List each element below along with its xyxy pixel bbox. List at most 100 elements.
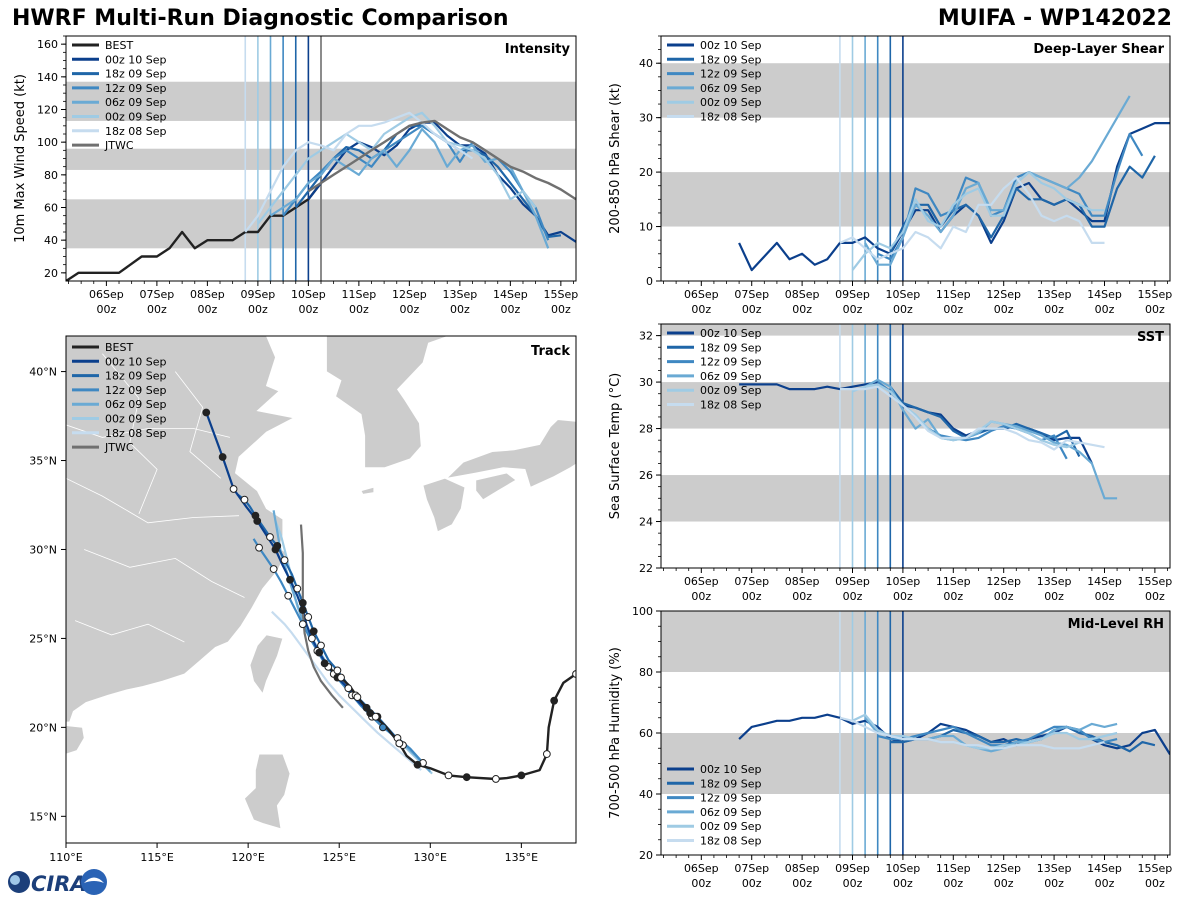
intensity-ytick-label: 100 xyxy=(37,136,58,149)
shear-xtick-label: 13Sep xyxy=(1037,288,1072,301)
shear-series-r00z10 xyxy=(738,121,1170,272)
intensity-xtick-label: 06Sep xyxy=(89,288,124,301)
track-point xyxy=(218,453,227,461)
track-xtick-label: 120°E xyxy=(231,851,264,864)
rh-legend-label: 18z 08 Sep xyxy=(700,835,762,848)
shear-ytick-label: 10 xyxy=(639,221,653,234)
intensity-xtick-label: 00z xyxy=(551,303,571,316)
shear-series-r18z08 xyxy=(839,176,1105,261)
track-point xyxy=(269,565,278,573)
sst-ytick-label: 26 xyxy=(639,469,653,482)
track-plot-area xyxy=(66,336,576,843)
intensity-xtick-label: 12Sep xyxy=(392,288,427,301)
sst-xtick-label: 11Sep xyxy=(936,575,971,588)
land-luzon xyxy=(244,753,291,830)
intensity-legend-label: 12z 09 Sep xyxy=(105,82,167,95)
rh-plot-area xyxy=(661,611,1170,855)
rh-ytick-label: 100 xyxy=(632,605,653,618)
shear-xtick-label: 07Sep xyxy=(734,288,769,301)
province-border xyxy=(102,353,158,515)
intensity-xtick-label: 00z xyxy=(97,303,117,316)
track-point xyxy=(395,739,404,748)
land-kyushu xyxy=(422,477,466,533)
track-point xyxy=(333,666,342,675)
track-xtick-label: 125°E xyxy=(322,851,355,864)
track-ytick-label: 25°N xyxy=(29,632,57,645)
intensity-panel-title: Intensity xyxy=(505,42,571,57)
intensity-xtick-label: 00z xyxy=(197,303,217,316)
sst-xtick-label: 00z xyxy=(1095,590,1115,603)
intensity-legend-label: 18z 09 Sep xyxy=(105,68,167,81)
rh-xtick-label: 00z xyxy=(994,877,1014,890)
sst-xtick-label: 12Sep xyxy=(986,575,1021,588)
intensity-legend-label: 18z 08 Sep xyxy=(105,125,167,138)
rh-ytick-label: 20 xyxy=(639,849,653,862)
rh-xtick-label: 00z xyxy=(792,877,812,890)
rh-ylabel: 700-500 hPa Humidity (%) xyxy=(608,647,623,819)
cira-logo: CIRA xyxy=(4,866,108,902)
land-jeju xyxy=(360,486,375,495)
sst-xtick-label: 00z xyxy=(1044,590,1064,603)
intensity-xtick-label: 07Sep xyxy=(140,288,175,301)
rh-legend-label: 06z 09 Sep xyxy=(700,806,762,819)
track-point xyxy=(315,648,324,657)
shear-series-r18z09 xyxy=(889,155,1156,255)
rh-xtick-label: 00z xyxy=(691,877,711,890)
province-border xyxy=(66,477,240,524)
intensity-series-r00z09 xyxy=(257,111,537,225)
shear-band xyxy=(661,63,1170,118)
track-point xyxy=(462,773,471,782)
intensity-xtick-label: 00z xyxy=(298,303,318,316)
sst-xtick-label: 10Sep xyxy=(886,575,921,588)
province-border xyxy=(84,549,245,598)
shear-xtick-label: 00z xyxy=(792,303,812,316)
sst-legend-label: 06z 09 Sep xyxy=(700,370,762,383)
track-ytick-label: 20°N xyxy=(29,721,57,734)
sst-legend-label: 12z 09 Sep xyxy=(700,356,762,369)
intensity-legend-label: 00z 09 Sep xyxy=(105,111,167,124)
track-point xyxy=(320,659,329,668)
track-frame xyxy=(65,335,577,844)
intensity-series-r18z08 xyxy=(244,111,474,233)
intensity-xtick-label: 00z xyxy=(248,303,268,316)
shear-xtick-label: 00z xyxy=(1145,303,1165,316)
sst-ytick-label: 30 xyxy=(639,376,653,389)
logo-swoosh-icon xyxy=(84,877,104,883)
shear-xtick-label: 14Sep xyxy=(1087,288,1122,301)
shear-legend-label: 00z 09 Sep xyxy=(700,96,762,109)
rh-xtick-label: 15Sep xyxy=(1138,862,1173,875)
rh-xtick-label: 09Sep xyxy=(835,862,870,875)
track-ytick-label: 40°N xyxy=(29,366,57,379)
sst-band xyxy=(661,382,1170,429)
track-point xyxy=(491,775,500,783)
shear-legend-label: 18z 08 Sep xyxy=(700,111,762,124)
storm-id-title: MUIFA - WP142022 xyxy=(937,6,1172,31)
shear-xtick-label: 00z xyxy=(994,303,1014,316)
sst-xtick-label: 14Sep xyxy=(1087,575,1122,588)
sst-xtick-label: 00z xyxy=(943,590,963,603)
track-point xyxy=(298,620,307,629)
track-legend-label: JTWC xyxy=(104,441,134,454)
sst-xtick-label: 00z xyxy=(742,590,762,603)
shear-xtick-label: 00z xyxy=(893,303,913,316)
intensity-series-r00z10 xyxy=(307,121,576,243)
track-point xyxy=(317,641,325,650)
intensity-ylabel: 10m Max Wind Speed (kt) xyxy=(13,74,28,243)
shear-xtick-label: 00z xyxy=(1044,303,1064,316)
land-taiwan xyxy=(249,634,284,695)
track-point xyxy=(337,673,345,682)
rh-band xyxy=(661,611,1170,672)
sst-legend-label: 18z 09 Sep xyxy=(700,341,762,354)
sst-legend-label: 00z 09 Sep xyxy=(700,384,762,397)
track-point xyxy=(309,627,318,636)
shear-xtick-label: 00z xyxy=(691,303,711,316)
logo-emblem-icon xyxy=(81,869,107,895)
rh-ytick-label: 80 xyxy=(639,666,653,679)
intensity-series-JTWC xyxy=(307,119,576,201)
sst-xtick-label: 09Sep xyxy=(835,575,870,588)
shear-xtick-label: 06Sep xyxy=(684,288,719,301)
shear-ylabel: 200-850 hPa Shear (kt) xyxy=(608,83,623,234)
sst-xtick-label: 00z xyxy=(994,590,1014,603)
